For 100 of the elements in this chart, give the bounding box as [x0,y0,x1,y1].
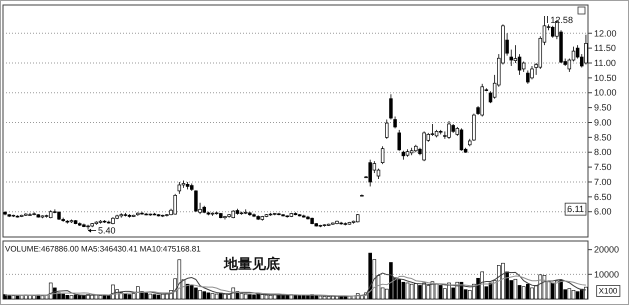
bar [426,285,430,300]
bar [268,295,272,300]
bar [244,294,248,300]
y-tick-label: 6.50 [594,192,612,202]
candlestick [368,159,372,187]
bar [410,284,414,300]
bar [128,294,132,300]
bar [434,284,438,300]
bar [186,284,190,300]
annotation: VOLUME:467886.00 MA5:346430.41 MA10:475168.81 [5,244,202,254]
bar [514,278,518,300]
bar [178,259,182,300]
bar [40,295,44,300]
bar [326,296,330,300]
bar [422,282,426,300]
bar [223,294,227,300]
candlestick [447,120,451,140]
line-series [4,276,586,297]
candlestick [178,182,182,194]
candlestick [385,119,389,140]
bar [136,286,140,300]
bar [260,294,264,300]
bar [368,252,372,300]
bar [576,291,580,300]
bar [480,272,484,300]
bar [98,295,102,300]
bar [584,286,588,300]
bar [572,290,576,300]
bar [16,295,20,300]
bar [501,262,505,300]
y-tick-label: 7.00 [594,176,612,187]
candlestick [530,66,534,80]
candlestick [393,116,397,129]
y-tick-label: 10.00 [594,88,617,98]
bar [281,295,285,300]
candlestick [389,94,393,120]
bar [194,288,198,300]
bar [74,294,78,300]
bar [530,288,534,300]
bar [559,280,563,300]
y-tick-label: 11.50 [594,43,616,54]
bar [438,285,443,300]
bar [198,290,202,300]
y-tick-label: 9.50 [594,102,612,113]
candlestick [526,70,530,84]
bar [202,291,206,300]
y-tick-label: 10000 [594,269,620,280]
bar [538,274,542,300]
bar [568,288,572,300]
bar [61,294,65,300]
bar [70,295,74,300]
bar [318,296,322,300]
candlestick [397,130,401,152]
candlestick [550,25,554,38]
bar [256,294,260,300]
bar [526,284,530,300]
bar [406,282,410,300]
bar [331,296,335,300]
y-tick-label: 20000 [594,244,620,255]
bar [488,282,492,300]
candlestick [518,54,522,76]
annotation: 12.58 [550,15,573,26]
bar [66,295,70,300]
bar [414,283,418,300]
bar [206,292,210,300]
bar [302,295,306,300]
bar [219,292,223,300]
candlestick [380,146,384,165]
y-tick-label: 8.00 [594,147,612,158]
bar [550,282,555,300]
bar [214,294,218,300]
bar [78,295,82,300]
annotation: 5.40 [98,226,116,236]
bar [156,294,160,300]
bar [447,282,451,300]
y-tick-label: 11.00 [594,58,616,68]
bar [148,294,152,300]
bar [522,286,526,300]
bar [210,293,214,300]
bar [389,262,393,300]
bar [7,295,12,300]
y-tick-label: 7.50 [594,162,612,172]
bar [90,295,94,300]
bar [322,296,326,300]
annotation: 6.11 [567,204,584,214]
y-tick-label: 10.50 [594,72,617,83]
bar [285,295,289,300]
candlestick [584,34,588,65]
bar [144,292,148,300]
bar [240,293,244,300]
bar [102,295,106,300]
y-tick-label: 8.50 [594,132,612,142]
annotation: 地量见底 [223,256,280,272]
bar [555,280,559,300]
bar [397,279,402,300]
bar [298,295,302,300]
text: X100 [598,286,618,296]
candlestick [509,49,513,66]
bar [190,285,194,300]
bar [248,294,252,300]
